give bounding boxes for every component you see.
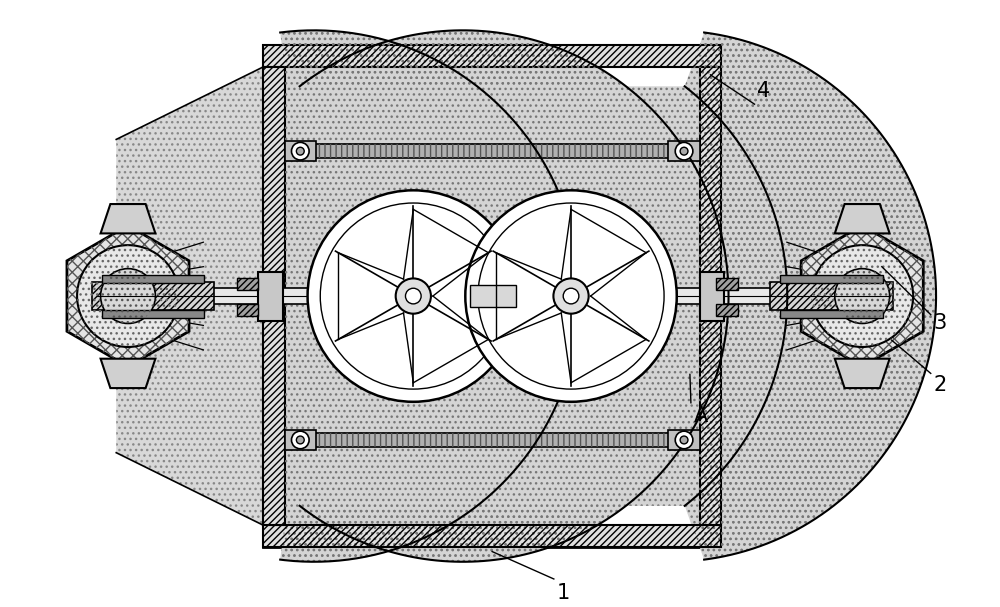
Bar [263, 46, 721, 547]
Bar [716, 279, 738, 290]
Bar [97, 288, 888, 304]
Bar [668, 141, 700, 161]
Circle shape [77, 245, 179, 347]
Bar [780, 276, 883, 283]
Bar [285, 433, 700, 447]
Circle shape [296, 436, 304, 444]
Circle shape [308, 191, 519, 402]
Polygon shape [835, 359, 890, 388]
Bar [716, 304, 738, 316]
Bar [716, 279, 738, 290]
Bar [470, 285, 516, 307]
Circle shape [320, 203, 506, 389]
Bar [716, 304, 738, 316]
Circle shape [675, 143, 693, 160]
Circle shape [405, 288, 421, 304]
Bar [285, 144, 700, 158]
Bar [237, 304, 258, 316]
Polygon shape [280, 30, 580, 562]
Bar [700, 67, 721, 525]
Bar [263, 525, 721, 547]
Polygon shape [835, 204, 890, 234]
Bar [102, 310, 204, 317]
Polygon shape [67, 226, 189, 367]
Polygon shape [801, 226, 923, 367]
Bar [700, 67, 721, 525]
Bar [263, 67, 285, 525]
Bar [237, 279, 258, 290]
Bar [102, 276, 204, 283]
Bar [237, 304, 258, 316]
Circle shape [296, 148, 304, 155]
Polygon shape [685, 33, 936, 560]
Polygon shape [721, 67, 868, 525]
Circle shape [291, 431, 309, 449]
Bar [263, 67, 285, 525]
Polygon shape [101, 204, 155, 234]
Circle shape [478, 203, 664, 389]
Bar [668, 430, 700, 450]
Text: A: A [694, 405, 708, 426]
Circle shape [408, 291, 418, 301]
Circle shape [566, 291, 576, 301]
Bar [263, 525, 721, 547]
Bar [285, 141, 316, 161]
Circle shape [680, 436, 688, 444]
Circle shape [675, 431, 693, 449]
Circle shape [561, 287, 581, 306]
Bar [285, 433, 700, 447]
Bar [263, 46, 721, 67]
Bar [770, 282, 893, 310]
Circle shape [404, 287, 423, 306]
Bar [780, 310, 883, 317]
Bar [237, 279, 258, 290]
Circle shape [811, 245, 913, 347]
Bar [263, 46, 721, 67]
Polygon shape [300, 30, 787, 561]
Bar [700, 271, 724, 320]
Bar [285, 67, 700, 525]
Polygon shape [116, 67, 263, 525]
Text: 4: 4 [757, 81, 771, 101]
Text: 2: 2 [934, 375, 947, 395]
Bar [92, 282, 214, 310]
Circle shape [553, 279, 589, 314]
Bar [285, 144, 700, 158]
Circle shape [680, 148, 688, 155]
Bar [466, 282, 520, 311]
Text: 3: 3 [934, 313, 947, 333]
Circle shape [835, 269, 890, 324]
Bar [258, 271, 283, 320]
Circle shape [396, 279, 431, 314]
Circle shape [101, 269, 155, 324]
Circle shape [563, 288, 579, 304]
Circle shape [465, 191, 677, 402]
Circle shape [291, 143, 309, 160]
Polygon shape [280, 30, 729, 562]
Polygon shape [101, 359, 155, 388]
Bar [285, 430, 316, 450]
Polygon shape [700, 33, 936, 560]
Text: 1: 1 [557, 583, 570, 603]
